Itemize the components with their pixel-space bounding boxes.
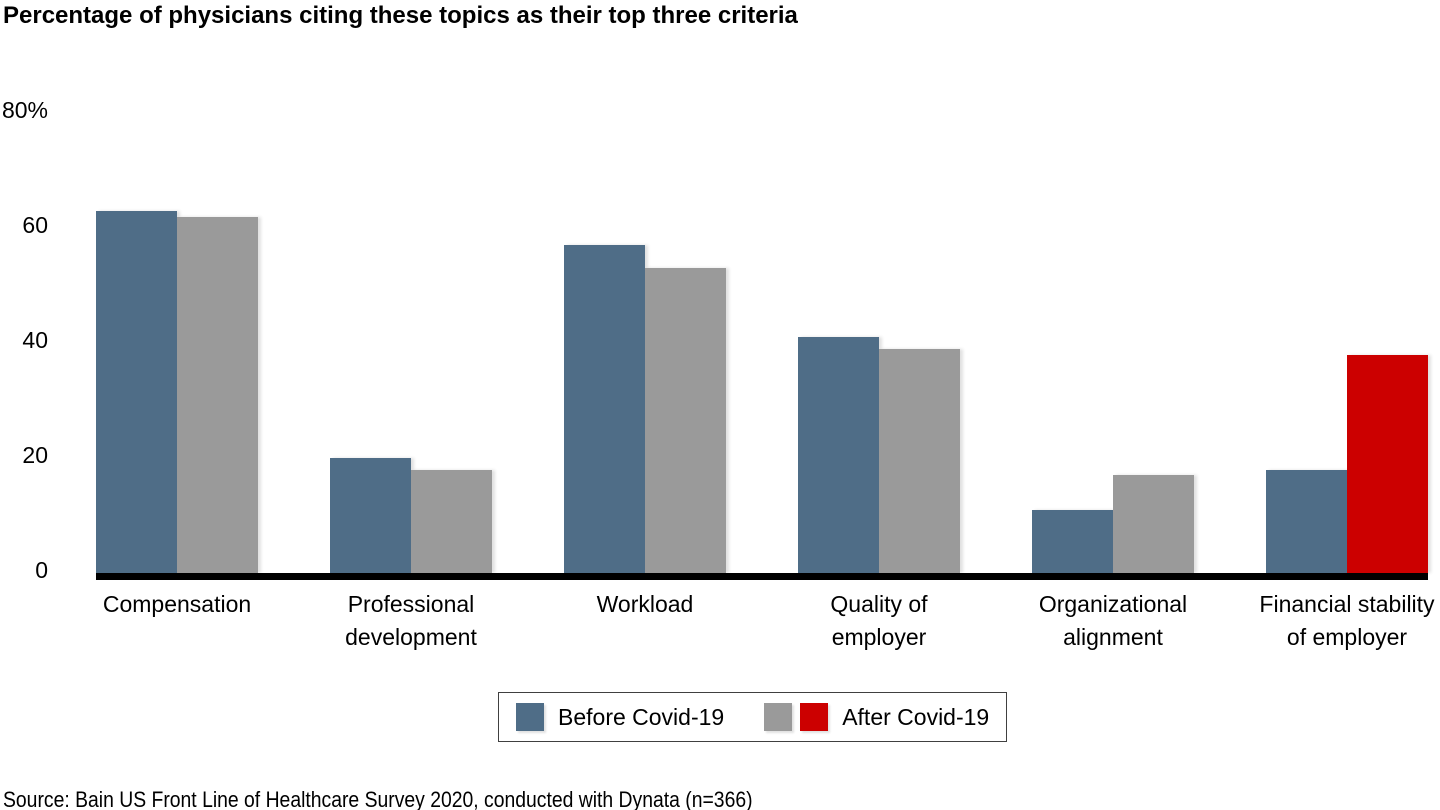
x-axis-label-5: Organizational alignment [1038,591,1188,650]
bar-after-covid-4 [879,348,960,573]
bar-after-covid-2 [411,469,492,573]
x-axis-label-1: Compensation [102,591,252,617]
y-tick-0: 0 [35,557,48,583]
legend-swatch [764,703,793,731]
bar-before-covid-6 [1266,469,1347,573]
bar-before-covid-2 [330,458,411,573]
legend: Before Covid-19 After Covid-19 [498,692,1007,742]
x-axis-label-4: Quality of employer [830,591,928,650]
x-axis-line [96,573,1428,580]
x-axis-label-6: Financial stability of employer [1259,591,1435,650]
legend-label: After Covid-19 [842,703,990,730]
bar-after-covid-5 [1113,475,1194,573]
bar-after-covid-1 [177,216,258,573]
bar-before-covid-1 [96,210,177,573]
y-tick-60: 60 [22,212,48,238]
bar-after-covid-6 [1347,354,1428,573]
source-note: Source: Bain US Front Line of Healthcare… [3,787,753,810]
legend-swatch [516,703,544,731]
bar-before-covid-5 [1032,509,1113,573]
y-tick-80: 80% [1,97,48,123]
legend-label: Before Covid-19 [558,703,725,730]
legend-swatch [800,703,829,731]
bar-after-covid-3 [645,268,726,573]
bar-before-covid-4 [798,337,879,573]
x-axis-label-2: Professional development [345,591,477,650]
chart-title: Percentage of physicians citing these to… [3,2,798,29]
bar-before-covid-3 [564,245,645,573]
x-axis-label-3: Workload [596,591,694,617]
legend-item-2: After Covid-19 [764,703,989,731]
y-tick-40: 40 [22,327,48,353]
y-tick-20: 20 [22,442,48,468]
legend-item-1: Before Covid-19 [516,703,724,731]
